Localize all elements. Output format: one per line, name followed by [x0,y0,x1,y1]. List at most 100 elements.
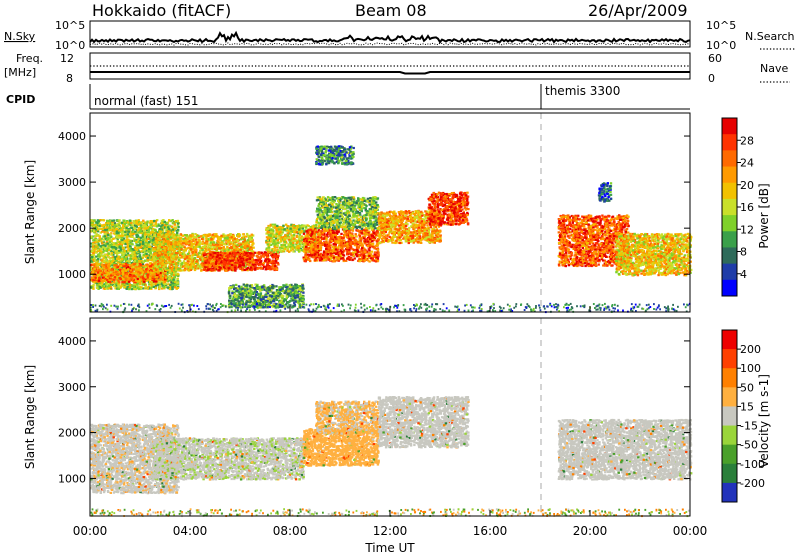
power-echo-cell [128,277,130,279]
power-echo-cell [152,276,154,278]
power-echo-cell [153,273,155,275]
power-echo-cell [118,285,120,287]
power-echo-cell [94,268,96,270]
power-echo-cell [164,221,166,223]
power-echo-cell [205,248,207,250]
power-echo-cell [167,286,169,288]
power-echo-cell [93,230,95,232]
power-echo-cell [153,286,155,288]
power-echo-cell [125,258,127,260]
power-echo-cell [122,281,124,283]
power-echo-cell [147,265,149,267]
power-echo-cell [109,233,111,235]
power-echo-cell [139,222,141,224]
power-echo-cell [100,250,102,252]
power-echo-cell [103,257,105,259]
nsearch-label: N.Search [745,30,795,43]
power-echo-cell [137,229,139,231]
power-echo-cell [153,220,155,222]
power-echo-cell [149,277,151,279]
power-echo-cell [122,241,124,243]
power-echo-cell [185,240,187,242]
power-echo-cell [138,260,140,262]
power-echo-cell [123,220,125,222]
power-echo-cell [127,225,129,227]
power-echo-cell [140,246,142,248]
power-echo-cell [155,223,157,225]
power-echo-cell [109,257,111,259]
power-echo-cell [140,269,142,271]
power-echo-cell [90,236,92,238]
power-echo-cell [145,253,147,255]
power-echo-cell [126,241,128,243]
power-echo-cell [106,239,108,241]
power-echo-cell [112,258,114,260]
power-echo-cell [93,239,95,241]
power-echo-cell [148,248,150,250]
power-echo-cell [95,241,97,243]
power-echo-cell [148,283,150,285]
power-echo-cell [107,237,109,239]
power-echo-cell [119,247,121,249]
power-echo-cell [131,264,133,266]
power-echo-cell [98,280,100,282]
power-echo-cell [129,275,131,277]
power-echo-cell [117,262,119,264]
power-echo-cell [153,237,155,239]
nave-tick-top: 60 [708,52,722,65]
power-echo-cell [140,250,142,252]
power-echo-cell [175,220,177,222]
power-echo-cell [100,240,102,242]
beam-title: Beam 08 [355,1,427,20]
power-echo-cell [95,277,97,279]
power-echo-cell [136,236,138,238]
power-echo-cell [128,281,130,283]
cpid-panel: CPID normal (fast) 151 themis 3300 [6,84,690,109]
power-echo-cell [145,243,147,245]
power-echo-cell [147,259,149,261]
power-echo-cell [125,270,127,272]
power-echo-cell [133,286,135,288]
power-echo-cell [98,243,100,245]
power-echo-cell [163,286,165,288]
power-echo-cell [92,243,94,245]
power-echo-cell [122,273,124,275]
power-echo-cell [167,230,169,232]
power-echo-cell [175,284,177,286]
power-echo-cell [101,242,103,244]
power-echo-cell [123,237,125,239]
power-echo-cell [113,281,115,283]
power-echo-cell [111,252,113,254]
power-echo-cell [144,260,146,262]
power-echo-cell [102,280,104,282]
power-echo-cell [108,253,110,255]
power-echo-cell [148,231,150,233]
power-echo-cell [146,280,148,282]
date-title: 26/Apr/2009 [588,1,688,20]
power-echo-cell [98,227,100,229]
power-echo-cell [150,283,152,285]
freq-tick-top: 12 [60,52,74,65]
power-echo-cell [113,249,115,251]
power-echo-cell [144,228,146,230]
power-echo-cell [132,224,134,226]
power-echo-cell [172,279,174,281]
power-echo-cell [145,268,147,270]
power-echo-cell [130,227,132,229]
power-echo-cell [116,220,118,222]
power-echo-cell [150,287,152,289]
power-echo-cell [108,220,110,222]
power-echo-cell [103,224,105,226]
power-echo-cell [100,284,102,286]
power-echo-cell [171,277,173,279]
power-echo-cell [119,269,121,271]
freq-tick-bottom: 8 [66,72,73,85]
power-echo-cell [108,285,110,287]
power-echo-cell [134,231,136,233]
power-echo-cell [125,279,127,281]
power-echo-cell [96,263,98,265]
power-echo-cell [91,256,93,258]
power-echo-cell [174,272,176,274]
power-echo-cell [125,227,127,229]
power-echo-cell [137,257,139,259]
